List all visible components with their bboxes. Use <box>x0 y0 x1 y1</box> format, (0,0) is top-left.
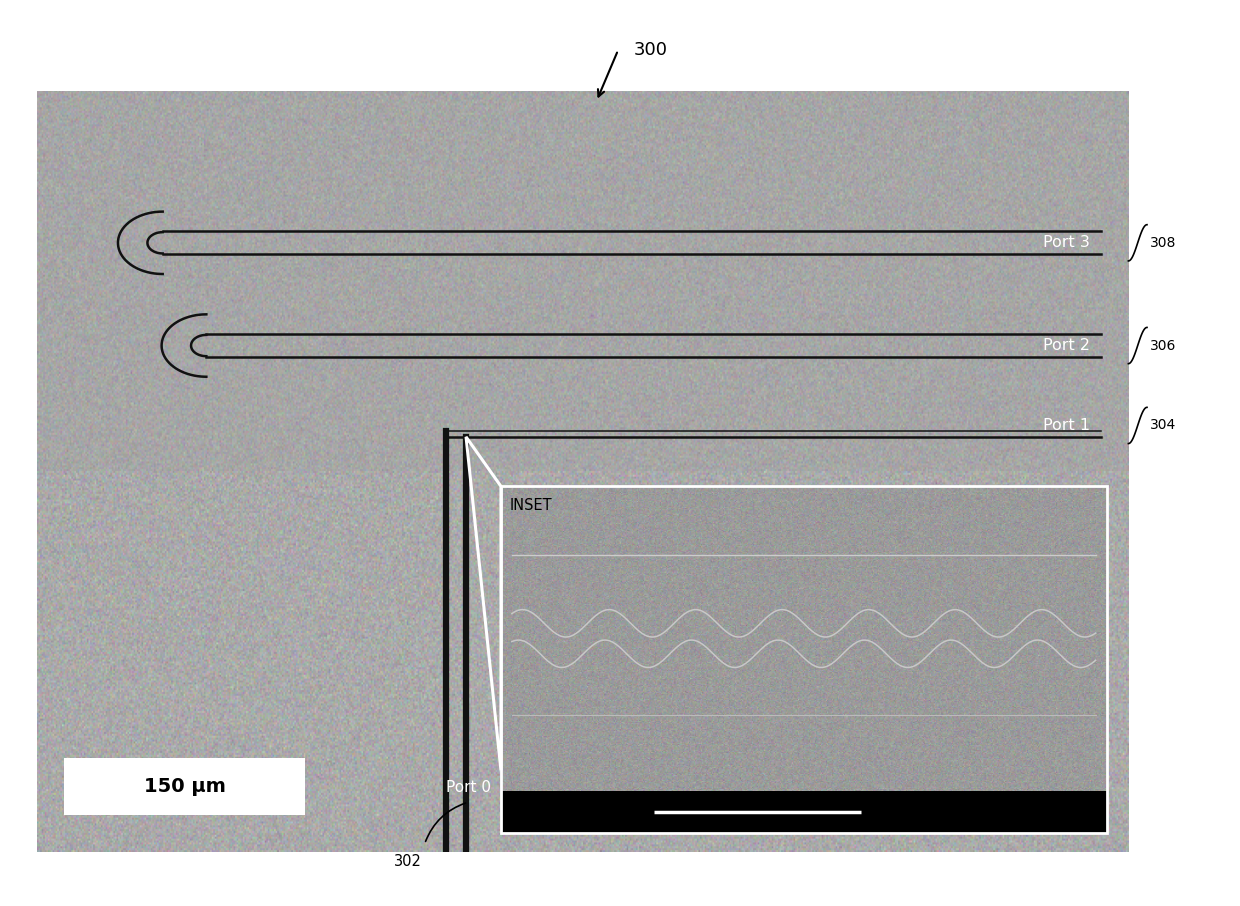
Text: 300: 300 <box>634 41 668 59</box>
Bar <box>64 758 305 815</box>
Text: Port 1: Port 1 <box>1043 418 1090 433</box>
Text: 304: 304 <box>1151 419 1177 432</box>
Text: 150 μm: 150 μm <box>144 777 226 796</box>
Text: 302: 302 <box>394 854 422 869</box>
Text: 306: 306 <box>1151 339 1177 352</box>
Bar <box>501 487 1106 833</box>
Text: Port 2: Port 2 <box>1043 338 1090 353</box>
Text: INSET: INSET <box>510 497 552 513</box>
Text: 308: 308 <box>1151 236 1177 250</box>
Bar <box>501 791 1106 833</box>
Text: Port 3: Port 3 <box>1043 236 1090 250</box>
Text: Port 0: Port 0 <box>445 779 491 795</box>
Text: 500 μm: 500 μm <box>874 805 928 819</box>
